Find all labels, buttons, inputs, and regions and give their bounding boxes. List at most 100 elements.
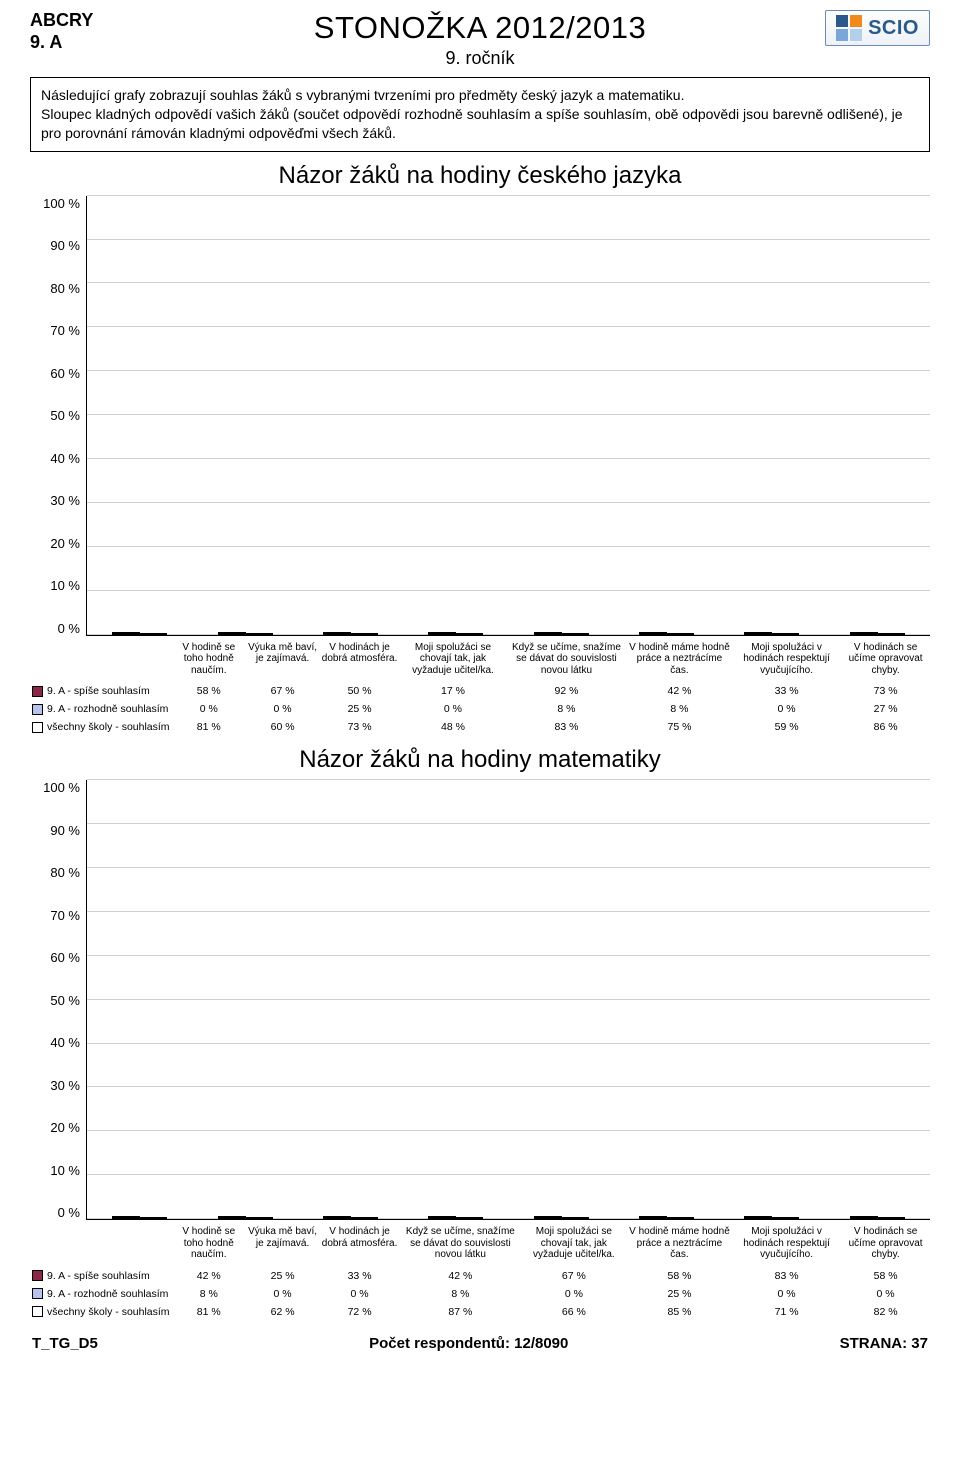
y-tick-label: 60 % xyxy=(50,366,80,381)
table-value-cell: 17 % xyxy=(400,682,506,700)
footer-left: T_TG_D5 xyxy=(32,1335,98,1352)
bar-group xyxy=(298,632,403,635)
table-category-cell: Výuka mě baví, je zajímavá. xyxy=(246,638,319,683)
table-value-cell: 0 % xyxy=(732,700,841,718)
chart-czech-yaxis: 100 %90 %80 %70 %60 %50 %40 %30 %20 %10 … xyxy=(30,196,86,636)
y-tick-label: 50 % xyxy=(50,993,80,1008)
bar-seg-rozhodne xyxy=(535,633,561,634)
table-value-cell: 8 % xyxy=(506,700,627,718)
table-value-cell: 73 % xyxy=(841,682,930,700)
bar-group xyxy=(614,632,719,635)
bar-seg-rozhodne xyxy=(851,633,877,634)
legend-swatch xyxy=(32,1270,43,1281)
table-category-cell: Moji spolužáci se chovají tak, jak vyžad… xyxy=(521,1222,627,1267)
table-category-cell: Když se učíme, snažíme se dávat do souvi… xyxy=(506,638,627,683)
intro-line-1: Následující grafy zobrazují souhlas žáků… xyxy=(41,86,919,105)
table-row: všechny školy - souhlasím81 %62 %72 %87 … xyxy=(30,1303,930,1321)
table-series-label: 9. A - spíše souhlasím xyxy=(30,1267,172,1285)
table-value-cell: 50 % xyxy=(319,682,400,700)
logo-text: SCIO xyxy=(868,17,919,40)
y-tick-label: 20 % xyxy=(50,536,80,551)
table-category-row: V hodině se toho hodně naučím.Výuka mě b… xyxy=(30,1222,930,1267)
table-value-cell: 72 % xyxy=(319,1303,400,1321)
table-value-cell: 58 % xyxy=(172,682,246,700)
table-value-cell: 73 % xyxy=(319,718,400,736)
table-series-label: všechny školy - souhlasím xyxy=(30,718,172,736)
table-row: 9. A - spíše souhlasím42 %25 %33 %42 %67… xyxy=(30,1267,930,1285)
chart-math-title: Názor žáků na hodiny matematiky xyxy=(30,742,930,780)
table-value-cell: 75 % xyxy=(627,718,732,736)
y-tick-label: 100 % xyxy=(43,196,80,211)
scio-logo: SCIO xyxy=(825,10,930,46)
y-tick-label: 30 % xyxy=(50,493,80,508)
chart-math-plot: 100 %90 %80 %70 %60 %50 %40 %30 %20 %10 … xyxy=(30,780,930,1220)
bar-class xyxy=(744,1216,772,1219)
bar-all-schools xyxy=(139,633,167,635)
bar-class xyxy=(218,632,246,635)
y-tick-label: 70 % xyxy=(50,323,80,338)
table-category-cell: V hodině se toho hodně naučím. xyxy=(172,1222,246,1267)
table-category-cell: V hodinách se učíme opravovat chyby. xyxy=(841,1222,930,1267)
bar-group xyxy=(403,1216,508,1219)
table-value-cell: 25 % xyxy=(319,700,400,718)
bar-group xyxy=(403,632,508,635)
y-tick-label: 10 % xyxy=(50,578,80,593)
bar-class xyxy=(218,1216,246,1219)
table-category-cell: V hodinách je dobrá atmosféra. xyxy=(319,1222,400,1267)
bar-all-schools xyxy=(245,1217,273,1219)
table-row: 9. A - rozhodně souhlasím8 %0 %0 %8 %0 %… xyxy=(30,1285,930,1303)
bar-all-schools xyxy=(666,633,694,635)
y-tick-label: 20 % xyxy=(50,1120,80,1135)
bar-class xyxy=(639,1216,667,1219)
main-title: STONOŽKA 2012/2013 xyxy=(210,10,750,46)
bar-group xyxy=(509,1216,614,1219)
y-tick-label: 100 % xyxy=(43,780,80,795)
table-value-cell: 33 % xyxy=(319,1267,400,1285)
bar-seg-rozhodne xyxy=(745,1217,771,1218)
legend-swatch xyxy=(32,1288,43,1299)
table-value-cell: 81 % xyxy=(172,718,246,736)
bar-seg-rozhodne xyxy=(745,633,771,634)
chart-math-yaxis: 100 %90 %80 %70 %60 %50 %40 %30 %20 %10 … xyxy=(30,780,86,1220)
page-header: ABCRY 9. A STONOŽKA 2012/2013 9. ročník … xyxy=(30,10,930,69)
bar-all-schools xyxy=(139,1217,167,1219)
table-value-cell: 48 % xyxy=(400,718,506,736)
bar-group xyxy=(614,1216,719,1219)
table-value-cell: 67 % xyxy=(521,1267,627,1285)
y-tick-label: 0 % xyxy=(58,1205,80,1220)
bar-seg-rozhodne xyxy=(429,633,455,634)
bar-seg-rozhodne xyxy=(219,633,245,634)
table-value-cell: 58 % xyxy=(841,1267,930,1285)
table-row: 9. A - rozhodně souhlasím0 %0 %25 %0 %8 … xyxy=(30,700,930,718)
logo-squares xyxy=(836,15,862,41)
bar-seg-rozhodne xyxy=(113,633,139,634)
table-value-cell: 0 % xyxy=(732,1285,841,1303)
y-tick-label: 40 % xyxy=(50,1035,80,1050)
bar-group xyxy=(192,632,297,635)
table-value-cell: 0 % xyxy=(246,700,319,718)
bar-seg-rozhodne xyxy=(640,633,666,634)
bar-class xyxy=(428,1216,456,1219)
table-category-cell: V hodině máme hodně práce a neztrácíme č… xyxy=(627,638,732,683)
bar-class xyxy=(850,632,878,635)
table-category-row: V hodině se toho hodně naučím.Výuka mě b… xyxy=(30,638,930,683)
y-tick-label: 60 % xyxy=(50,950,80,965)
table-series-label: 9. A - rozhodně souhlasím xyxy=(30,700,172,718)
bar-seg-rozhodne xyxy=(324,1217,350,1218)
header-right: SCIO xyxy=(750,10,930,46)
table-value-cell: 42 % xyxy=(627,682,732,700)
table-value-cell: 0 % xyxy=(841,1285,930,1303)
y-tick-label: 90 % xyxy=(50,238,80,253)
footer-right: STRANA: 37 xyxy=(840,1335,928,1352)
bar-seg-rozhodne xyxy=(324,633,350,634)
table-category-cell: Moji spolužáci v hodinách respektují vyu… xyxy=(732,638,841,683)
bar-group xyxy=(719,632,824,635)
bar-class xyxy=(112,1216,140,1219)
bar-group xyxy=(192,1216,297,1219)
bar-class xyxy=(323,632,351,635)
table-value-cell: 87 % xyxy=(400,1303,521,1321)
table-category-cell: V hodině máme hodně práce a neztrácíme č… xyxy=(627,1222,732,1267)
table-category-cell: Moji spolužáci v hodinách respektují vyu… xyxy=(732,1222,841,1267)
table-value-cell: 67 % xyxy=(246,682,319,700)
bar-group xyxy=(87,1216,192,1219)
